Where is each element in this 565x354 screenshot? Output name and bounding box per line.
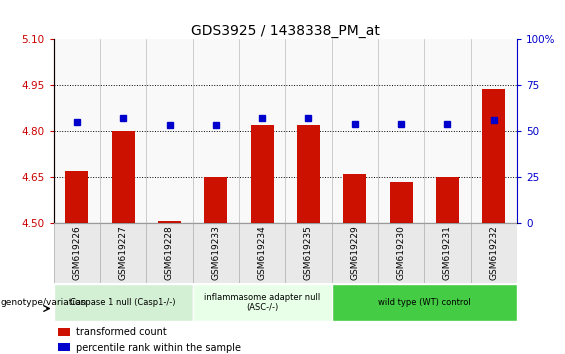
Bar [378,223,424,283]
Bar [54,39,100,223]
Bar [193,39,239,223]
Bar [111,131,134,223]
Bar [332,284,517,321]
Text: GSM619235: GSM619235 [304,225,313,280]
Bar [378,39,424,223]
Bar [424,39,471,223]
Bar [285,39,332,223]
Bar [158,221,181,223]
Title: GDS3925 / 1438338_PM_at: GDS3925 / 1438338_PM_at [191,24,380,38]
Bar [58,343,70,352]
Text: GSM619232: GSM619232 [489,225,498,280]
Bar [100,39,146,223]
Text: GSM619234: GSM619234 [258,225,267,280]
Text: GSM619227: GSM619227 [119,225,128,280]
Bar [250,125,273,223]
Bar [205,177,227,223]
Text: GSM619226: GSM619226 [72,225,81,280]
Bar [146,223,193,283]
Bar [332,223,378,283]
Text: GSM619230: GSM619230 [397,225,406,280]
Bar [193,223,239,283]
Text: genotype/variation: genotype/variation [1,298,87,307]
Text: wild type (WT) control: wild type (WT) control [378,298,471,307]
Text: inflammasome adapter null
(ASC-/-): inflammasome adapter null (ASC-/-) [204,293,320,312]
Bar [483,88,506,223]
Bar [471,39,517,223]
Bar [54,284,193,321]
Text: percentile rank within the sample: percentile rank within the sample [76,343,241,353]
Text: GSM619229: GSM619229 [350,225,359,280]
Bar [239,39,285,223]
Bar [54,223,100,283]
Text: GSM619231: GSM619231 [443,225,452,280]
Bar [332,39,378,223]
Bar [344,174,367,223]
Bar [471,223,517,283]
Bar [65,171,88,223]
Bar [239,223,285,283]
Bar [285,223,332,283]
Bar [424,223,471,283]
Text: transformed count: transformed count [76,327,167,337]
Bar [297,125,320,223]
Text: GSM619233: GSM619233 [211,225,220,280]
Bar [58,327,70,336]
Bar [146,39,193,223]
Bar [100,223,146,283]
Bar [390,182,412,223]
Text: Caspase 1 null (Casp1-/-): Caspase 1 null (Casp1-/-) [71,298,176,307]
Bar [436,177,459,223]
Bar [193,284,332,321]
Text: GSM619228: GSM619228 [165,225,174,280]
